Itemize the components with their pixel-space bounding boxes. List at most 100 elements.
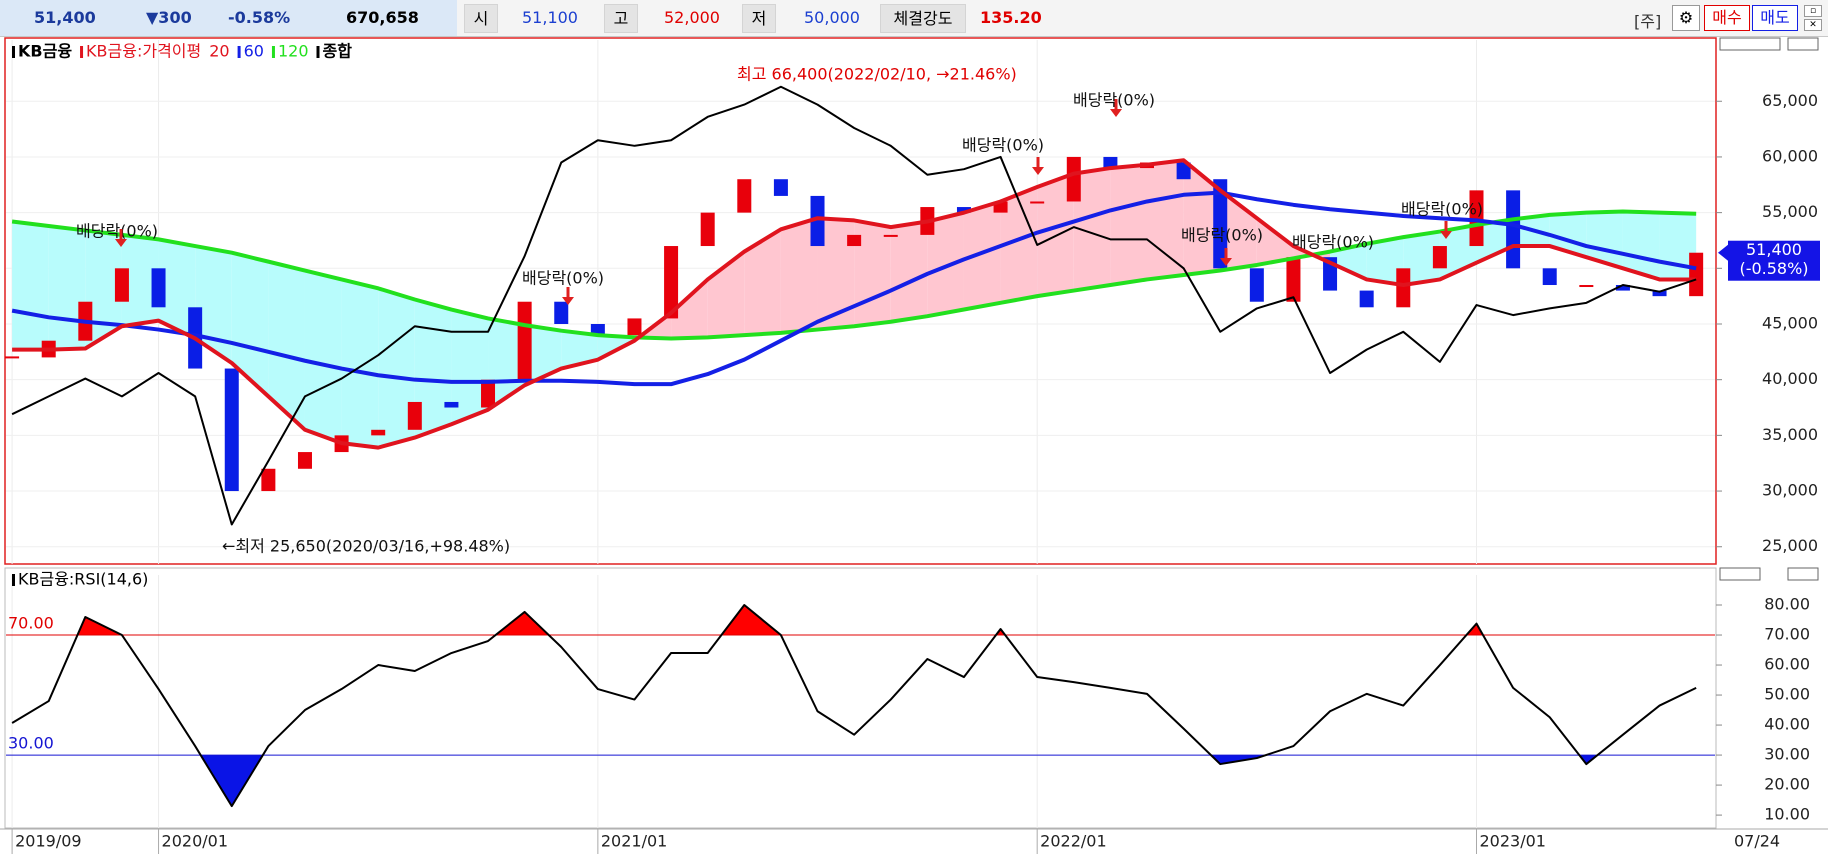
ma-fill bbox=[1000, 187, 1038, 303]
x-tick-label: 2021/01 bbox=[601, 832, 667, 851]
ma-fill bbox=[12, 221, 49, 350]
candle bbox=[883, 234, 898, 237]
ma-fill bbox=[1586, 211, 1623, 269]
annotation: 배당락(0%) bbox=[1073, 91, 1155, 110]
ma-fill bbox=[1110, 164, 1148, 286]
y-tick-label: 60.00 bbox=[1764, 655, 1810, 674]
candle bbox=[1066, 156, 1081, 202]
legend-marker bbox=[237, 46, 241, 58]
ma-fill bbox=[1403, 231, 1440, 286]
panel-buttons[interactable] bbox=[1787, 37, 1819, 51]
open: 51,100 bbox=[522, 8, 578, 27]
legend-entry: KB금융 bbox=[18, 42, 72, 61]
annotation: 배당락(0%) bbox=[522, 269, 604, 288]
candle bbox=[773, 179, 788, 196]
ma-fill bbox=[854, 220, 891, 327]
ma-fill bbox=[671, 279, 708, 339]
legend-entry: KB금융:RSI(14,6) bbox=[18, 570, 148, 589]
rsi-level-label: 70.00 bbox=[8, 614, 54, 633]
candle bbox=[297, 452, 312, 469]
annotation: 최고 66,400(2022/02/10, →21.46%) bbox=[737, 65, 1017, 84]
y-tick-label: 60,000 bbox=[1762, 146, 1818, 165]
candle bbox=[737, 179, 752, 213]
x-tick-label: 2019/09 bbox=[15, 832, 81, 851]
settings-button[interactable]: ⚙ bbox=[1672, 5, 1700, 31]
ma-fill bbox=[158, 239, 196, 339]
ma-fill bbox=[414, 299, 452, 438]
ma-fill bbox=[304, 270, 342, 444]
rsi-level-label: 30.00 bbox=[8, 734, 54, 753]
code-button[interactable]: [주] bbox=[1634, 12, 1662, 31]
ma-fill bbox=[1330, 243, 1367, 280]
y-tick-label: 65,000 bbox=[1762, 91, 1818, 110]
y-tick-label: 50.00 bbox=[1764, 685, 1810, 704]
rsi-line bbox=[11, 604, 1697, 808]
low-label: 저 bbox=[742, 4, 776, 33]
ma-fill bbox=[1037, 173, 1074, 297]
candle bbox=[700, 212, 715, 247]
ma-fill bbox=[121, 234, 159, 327]
candle bbox=[664, 246, 679, 319]
ma-fill bbox=[1256, 218, 1294, 265]
y-tick-label: 80.00 bbox=[1764, 595, 1810, 614]
candle bbox=[261, 468, 276, 492]
candle bbox=[1689, 252, 1704, 297]
price-tag-label: 51,400 bbox=[1746, 240, 1802, 259]
window-button[interactable]: ✕ bbox=[1804, 19, 1822, 31]
candle bbox=[371, 429, 386, 436]
candle bbox=[847, 234, 862, 247]
ma-fill bbox=[1549, 212, 1587, 258]
annotation: 배당락(0%) bbox=[1292, 233, 1374, 252]
candle bbox=[444, 401, 459, 408]
ma-fill bbox=[561, 330, 598, 369]
ma-fill bbox=[195, 246, 232, 363]
candle bbox=[1542, 268, 1557, 286]
x-tick-label: 2022/01 bbox=[1040, 832, 1106, 851]
candle bbox=[1030, 201, 1045, 204]
price-tag-label: (-0.58%) bbox=[1739, 259, 1808, 278]
panel-buttons[interactable] bbox=[1719, 37, 1781, 51]
ma-line bbox=[11, 209, 1697, 341]
legend-marker bbox=[316, 46, 320, 58]
candle bbox=[1286, 257, 1301, 302]
window-button[interactable]: ▫ bbox=[1804, 5, 1822, 17]
y-tick-label: 20.00 bbox=[1764, 775, 1810, 794]
change-pct: -0.58% bbox=[228, 8, 291, 27]
ma-fill bbox=[268, 261, 305, 430]
y-tick-label: 45,000 bbox=[1762, 313, 1818, 332]
dividend-arrow bbox=[562, 287, 574, 305]
ma-fill bbox=[378, 288, 415, 448]
price: 51,400 bbox=[34, 8, 96, 27]
candle bbox=[1652, 290, 1667, 297]
ma-fill bbox=[744, 229, 781, 336]
volume: 670,658 bbox=[346, 8, 419, 27]
candle bbox=[1103, 156, 1118, 169]
sell-button[interactable]: 매도 bbox=[1752, 5, 1798, 31]
buy-button[interactable]: 매수 bbox=[1704, 5, 1750, 31]
ma-fill bbox=[85, 230, 122, 349]
annotation: 배당락(0%) bbox=[1401, 200, 1483, 219]
ma-fill bbox=[341, 279, 379, 448]
panel-buttons[interactable] bbox=[1787, 567, 1819, 581]
candle bbox=[1615, 285, 1630, 291]
legend-marker bbox=[80, 46, 84, 58]
annotation: ←최저 25,650(2020/03/16,+98.48%) bbox=[222, 537, 510, 556]
ma-fill bbox=[524, 325, 562, 386]
candle bbox=[993, 201, 1008, 213]
dividend-arrow bbox=[115, 229, 127, 247]
y-tick-label: 30.00 bbox=[1764, 745, 1810, 764]
candle bbox=[1432, 246, 1447, 269]
annotation: 배당락(0%) bbox=[962, 136, 1044, 155]
x-tick-label: 2023/01 bbox=[1480, 832, 1546, 851]
x-tick-label: 07/24 bbox=[1734, 832, 1780, 851]
candle bbox=[956, 207, 971, 213]
y-tick-label: 55,000 bbox=[1762, 202, 1818, 221]
high: 52,000 bbox=[664, 8, 720, 27]
ma-fill bbox=[488, 318, 525, 410]
candle bbox=[517, 301, 532, 380]
panel-buttons[interactable] bbox=[1719, 567, 1761, 581]
legend-entry: 120 bbox=[278, 42, 309, 61]
candle bbox=[1396, 268, 1411, 308]
